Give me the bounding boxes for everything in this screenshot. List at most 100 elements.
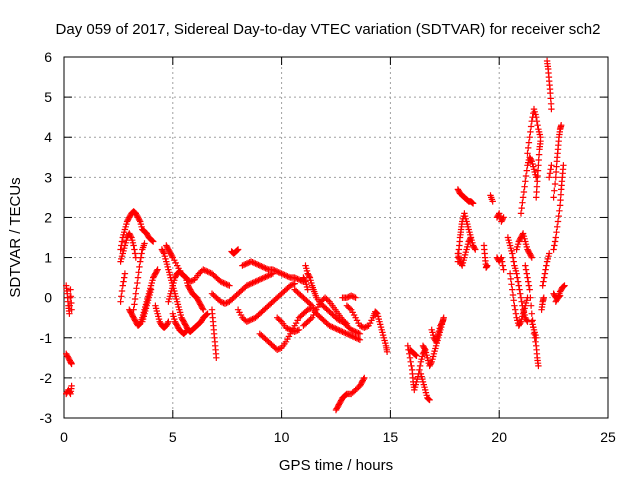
data-point: [346, 305, 353, 312]
data-point: [518, 298, 525, 305]
data-point: [550, 246, 557, 253]
x-tick-label: 15: [383, 429, 399, 445]
data-point: [276, 269, 284, 277]
data-point: [528, 310, 535, 317]
data-point: [520, 188, 528, 196]
data-point: [68, 306, 75, 313]
y-tick-label: 4: [44, 129, 52, 145]
data-point: [518, 204, 525, 212]
data-point: [514, 274, 521, 281]
data-point: [67, 293, 75, 300]
data-point: [517, 290, 524, 297]
data-point: [181, 273, 189, 281]
data-point: [547, 166, 554, 173]
data-point: [416, 362, 424, 370]
data-point: [534, 172, 541, 180]
data-point: [534, 122, 541, 129]
data-point: [421, 345, 428, 352]
data-point: [362, 323, 369, 331]
data-point: [246, 317, 253, 324]
data-point: [182, 328, 190, 335]
data-point: [168, 253, 176, 260]
data-point: [256, 276, 263, 283]
y-tick-label: 5: [44, 89, 52, 105]
data-point: [226, 282, 233, 289]
data-point: [258, 263, 265, 270]
data-point: [559, 283, 567, 291]
data-point: [135, 269, 142, 276]
data-point: [68, 299, 75, 307]
data-point: [137, 254, 145, 261]
data-point: [291, 280, 298, 287]
y-axis-label: SDTVAR / TECUs: [7, 177, 24, 297]
data-point: [290, 281, 297, 288]
data-point: [133, 285, 140, 292]
data-point: [527, 156, 535, 164]
data-point: [541, 270, 549, 277]
data-point: [343, 294, 351, 301]
data-point: [160, 249, 167, 256]
x-tick-label: 10: [274, 429, 290, 445]
data-point: [345, 331, 352, 338]
data-point: [537, 138, 544, 145]
data-point: [336, 327, 343, 334]
data-point: [527, 302, 535, 309]
data-point: [507, 275, 514, 283]
data-point: [533, 183, 541, 190]
data-point: [467, 234, 475, 241]
data-point: [120, 278, 127, 285]
data-point: [416, 366, 423, 374]
data-point: [326, 322, 333, 329]
data-point: [118, 238, 126, 245]
data-point: [506, 270, 514, 277]
data-point: [533, 114, 540, 121]
data-point: [342, 329, 349, 337]
data-point: [523, 167, 530, 174]
data-point: [548, 105, 555, 113]
data-point: [304, 306, 311, 313]
data-point: [406, 354, 414, 361]
data-point: [250, 279, 258, 286]
data-point: [127, 233, 134, 240]
data-point: [527, 294, 534, 301]
data-point: [358, 323, 365, 330]
data-point: [526, 286, 533, 293]
data-point: [356, 330, 364, 337]
data-point: [218, 279, 226, 286]
data-point: [118, 287, 126, 295]
data-point: [301, 277, 308, 284]
data-point: [407, 358, 414, 365]
data-point: [519, 199, 526, 206]
data-point: [135, 321, 142, 329]
data-point: [553, 229, 560, 236]
data-point: [438, 319, 446, 327]
data-point: [294, 275, 301, 283]
data-point: [131, 301, 138, 308]
data-point: [66, 389, 73, 396]
data-point: [471, 245, 478, 252]
data-point: [255, 277, 262, 284]
data-point: [440, 314, 447, 321]
data-point: [327, 323, 335, 330]
data-point: [281, 271, 288, 279]
data-point: [263, 273, 271, 280]
y-tick-label: 3: [44, 169, 52, 185]
x-tick-labels: 0 5 10 15 20 25: [60, 429, 616, 445]
data-point: [556, 207, 563, 214]
data-point: [269, 266, 277, 273]
x-tick-label: 0: [60, 429, 68, 445]
data-point: [67, 286, 74, 293]
data-point: [498, 254, 505, 261]
axis-ticks: [63, 56, 609, 419]
data-point: [528, 254, 535, 261]
data-point: [458, 261, 465, 268]
data-point: [522, 262, 529, 269]
data-point: [510, 258, 517, 265]
data-point: [240, 261, 248, 269]
data-point: [558, 122, 565, 129]
data-point: [350, 327, 358, 335]
data-point: [200, 306, 207, 313]
data-point: [350, 293, 358, 301]
y-tick-label: 0: [44, 290, 52, 306]
data-point: [261, 264, 268, 271]
